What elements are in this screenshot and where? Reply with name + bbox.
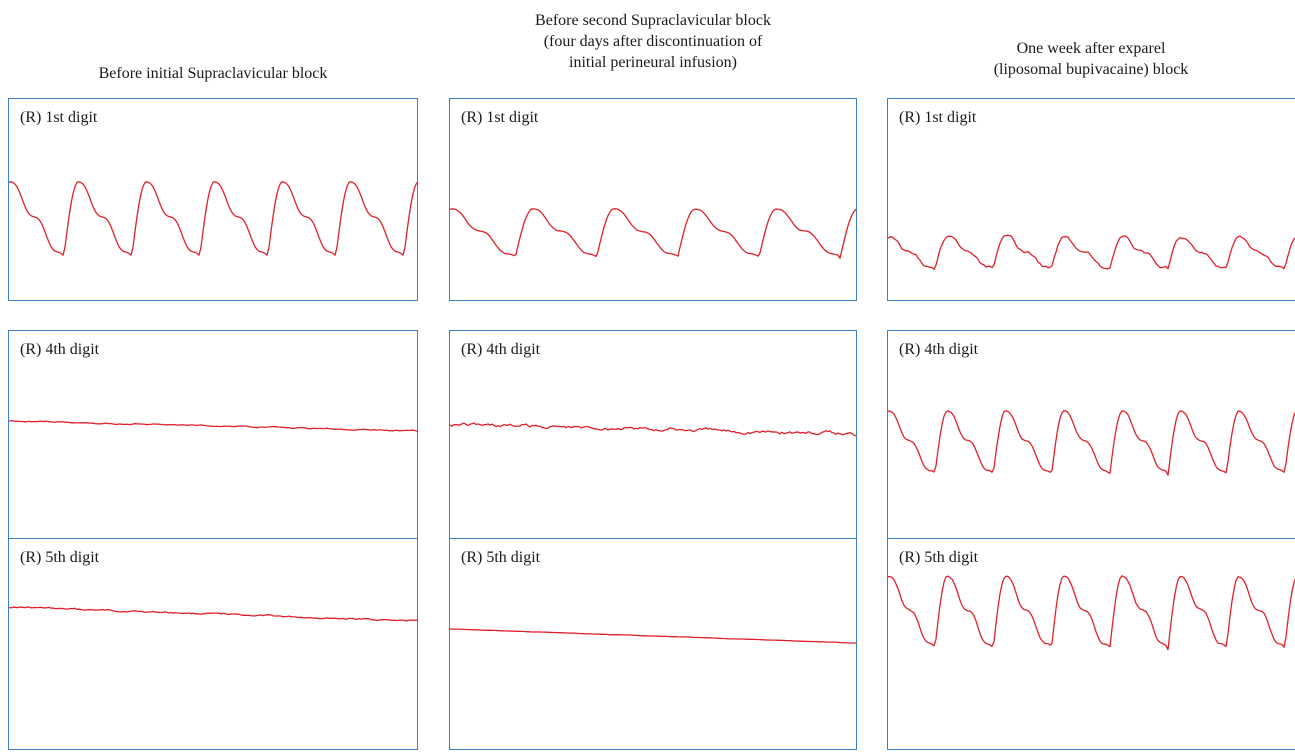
trace-line	[887, 575, 1295, 651]
panel-col1-4th-5th-digit: (R) 4th digit (R) 5th digit	[8, 330, 418, 750]
trace-label: (R) 4th digit	[20, 341, 100, 358]
trace-c0-t2	[8, 606, 418, 622]
trace-line	[8, 420, 418, 432]
trace-c0-t0	[8, 181, 418, 256]
trace-line	[8, 606, 418, 622]
trace-c0-t1	[8, 420, 418, 432]
trace-line	[449, 208, 857, 259]
panel-col1-1st-digit: (R) 1st digit	[8, 98, 418, 301]
trace-c1-t0	[449, 208, 857, 259]
trace-label: (R) 1st digit	[461, 109, 539, 126]
trace-line	[887, 234, 1295, 271]
panel-col3-4th-5th-digit: (R) 4th digit (R) 5th digit	[887, 330, 1295, 750]
panel-col2-4th-5th-digit: (R) 4th digit (R) 5th digit	[449, 330, 857, 750]
trace-c2-t0	[887, 234, 1295, 271]
panel-col2-1st-digit: (R) 1st digit	[449, 98, 857, 301]
trace-c1-t1	[449, 422, 857, 437]
trace-label: (R) 5th digit	[461, 549, 541, 566]
trace-c2-t2	[887, 575, 1295, 651]
column-title-3: One week after exparel (liposomal bupiva…	[993, 40, 1189, 78]
trace-label: (R) 1st digit	[20, 109, 98, 126]
trace-c2-t1	[888, 409, 1295, 476]
trace-label: (R) 4th digit	[461, 341, 541, 358]
trace-label: (R) 5th digit	[899, 549, 979, 566]
trace-line	[8, 181, 418, 256]
trace-line	[888, 409, 1295, 476]
trace-c1-t2	[449, 628, 856, 644]
trace-label: (R) 5th digit	[20, 549, 100, 566]
trace-line	[449, 422, 857, 437]
panel-col3-1st-digit: (R) 1st digit	[887, 98, 1295, 301]
trace-label: (R) 1st digit	[899, 109, 977, 126]
column-title-1: Before initial Supraclavicular block	[98, 65, 328, 82]
column-title-2: Before second Supraclavicular block (fou…	[535, 12, 771, 71]
trace-label: (R) 4th digit	[899, 341, 979, 358]
trace-line	[449, 628, 856, 644]
